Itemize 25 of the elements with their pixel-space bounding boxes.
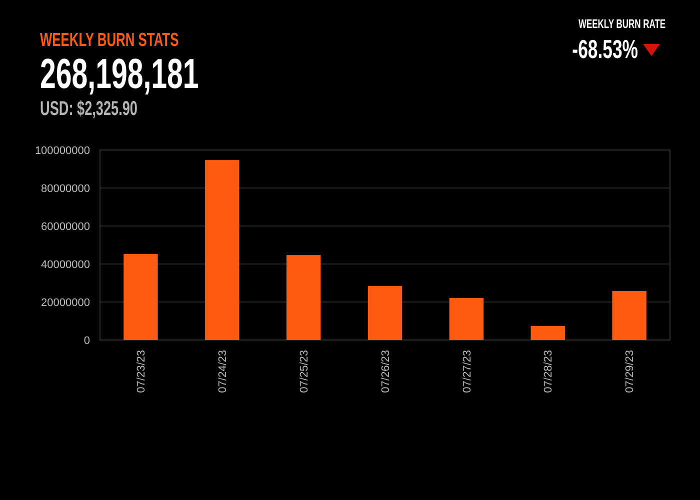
text: -68.53%: [572, 34, 638, 64]
y-tick-label: 80000000: [41, 182, 90, 195]
y-tick-label: 20000000: [41, 296, 90, 309]
y-tick-label: 100000000: [34, 144, 90, 157]
text: WEEKLY BURN RATE: [578, 17, 666, 32]
bar: [368, 286, 402, 340]
bar: [449, 298, 484, 340]
x-tick-label: 07/28/23: [542, 350, 555, 393]
chart-subtitle: 268,198,181: [40, 49, 199, 98]
x-tick-label: 07/29/23: [624, 350, 636, 393]
text: USD: $2,325.90: [40, 97, 138, 120]
bar: [530, 326, 565, 340]
bar: [124, 254, 158, 340]
y-tick-label: 60000000: [41, 220, 90, 233]
bar: [286, 255, 321, 340]
x-tick-label: 07/23/23: [136, 350, 148, 393]
bar: [205, 160, 240, 340]
x-tick-label: 07/27/23: [461, 350, 474, 393]
y-tick-label: 40000000: [41, 258, 90, 271]
chart-title: WEEKLY BURN STATS: [40, 30, 179, 51]
x-tick-label: 07/24/23: [216, 350, 229, 393]
x-tick-label: 07/26/23: [380, 350, 392, 393]
bar: [612, 290, 646, 340]
y-tick-label: 0: [84, 334, 90, 347]
x-tick-label: 07/25/23: [298, 350, 310, 393]
